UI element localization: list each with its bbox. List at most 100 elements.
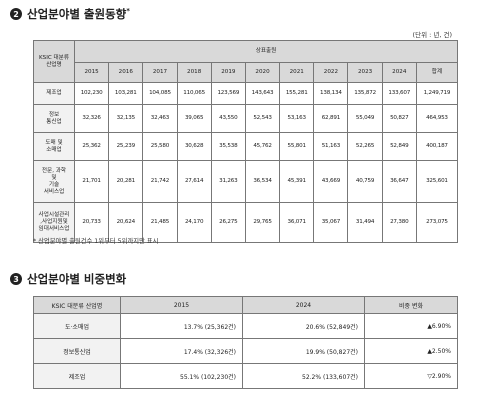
header-2015: 2015 <box>120 296 243 314</box>
table-cell: 103,281 <box>108 82 144 105</box>
section2-title: 2 산업분야별 출원동향* <box>10 6 130 22</box>
table-cell: 52,849 <box>381 132 417 161</box>
industry-name: 도·소매업 <box>33 313 121 339</box>
filing-trend-table: KSIC 대분류 산업명 상표출원 2015 2016 2017 2018 2019 20… <box>33 40 459 243</box>
table-cell: 29,765 <box>244 202 281 243</box>
header-industry: KSIC 대분류 산업명 <box>33 296 121 314</box>
table-cell: 273,075 <box>415 202 459 243</box>
table-cell: 50,827 <box>381 104 417 133</box>
table-row: 정보통신업 17.4% (32,326건) 19.9% (50,827건) ▲2.50… <box>33 338 458 364</box>
header-industry: KSIC 대분류 산업명 <box>33 40 75 83</box>
table-row: 제조업 55.1% (102,230건) 52.2% (133,607건) ▽2.90… <box>33 363 458 389</box>
table-cell: 104,085 <box>142 82 178 105</box>
table-cell: 32,326 <box>73 104 110 133</box>
industry-name: 정보 통신업 <box>33 104 75 133</box>
year-header: 2016 <box>108 62 144 83</box>
table-cell: 55,801 <box>279 132 315 161</box>
table-cell: 133,607 <box>381 82 417 105</box>
section3-title: 3 산업분야별 비중변화 <box>10 271 126 287</box>
table-cell: 52,265 <box>347 132 383 161</box>
table-cell: 155,281 <box>279 82 315 105</box>
table-cell: 20,281 <box>108 160 144 203</box>
share-change: ▲2.50% <box>364 338 458 364</box>
table-cell: 36,647 <box>381 160 417 203</box>
table-cell: 35,067 <box>313 202 349 243</box>
header-change: 비중 변화 <box>364 296 458 314</box>
industry-name: 제조업 <box>33 363 121 389</box>
table-cell: 325,601 <box>415 160 459 203</box>
table-cell: 51,163 <box>313 132 349 161</box>
year-header: 2019 <box>210 62 246 83</box>
table-row: 제조업 102,230 103,281 104,085 110,065 123,569 14… <box>33 82 459 105</box>
table-cell: 53,163 <box>279 104 315 133</box>
table-cell: 24,170 <box>176 202 212 243</box>
table-row: 도·소매업 13.7% (25,362건) 20.6% (52,849건) ▲6.90… <box>33 313 458 339</box>
table-cell: 31,263 <box>210 160 246 203</box>
share-2024: 52.2% (133,607건) <box>242 363 365 389</box>
table-cell: 40,759 <box>347 160 383 203</box>
year-header: 2022 <box>313 62 349 83</box>
table-cell: 55,049 <box>347 104 383 133</box>
table-cell: 1,249,719 <box>415 82 459 105</box>
table-cell: 25,362 <box>73 132 110 161</box>
table-cell: 27,380 <box>381 202 417 243</box>
table-row: 도매 및 소매업 25,362 25,239 25,580 30,628 35,538 45… <box>33 132 459 161</box>
table-cell: 25,580 <box>142 132 178 161</box>
table-cell: 464,953 <box>415 104 459 133</box>
table-cell: 45,762 <box>244 132 281 161</box>
table-cell: 400,187 <box>415 132 459 161</box>
year-header: 2023 <box>347 62 383 83</box>
year-header: 2020 <box>244 62 281 83</box>
table-row: 정보 통신업 32,326 32,135 32,463 39,065 43,550 52,5… <box>33 104 459 133</box>
table-cell: 135,872 <box>347 82 383 105</box>
year-header: 2024 <box>381 62 417 83</box>
header-trademark-filings: 상표출원 <box>73 40 459 63</box>
industry-name: 도매 및 소매업 <box>33 132 75 161</box>
table-row: 사업시설관리 ,사업지원및 임대서비스업 20,733 20,624 21,485 24… <box>33 202 459 243</box>
industry-name: 제조업 <box>33 82 75 105</box>
year-header: 2018 <box>176 62 212 83</box>
section3-title-text: 산업분야별 비중변화 <box>27 272 127 286</box>
table-cell: 31,494 <box>347 202 383 243</box>
table-cell: 43,550 <box>210 104 246 133</box>
table-cell: 52,543 <box>244 104 281 133</box>
share-change-table: KSIC 대분류 산업명 2015 2024 비중 변화 도·소매업 13.7% … <box>33 296 458 389</box>
table-cell: 110,065 <box>176 82 212 105</box>
table-row: 전문, 과학 및 기술 서비스업 21,701 20,281 21,742 27,614… <box>33 160 459 203</box>
table-cell: 43,669 <box>313 160 349 203</box>
table-cell: 26,275 <box>210 202 246 243</box>
year-header: 2021 <box>279 62 315 83</box>
table-cell: 36,071 <box>279 202 315 243</box>
table-cell: 25,239 <box>108 132 144 161</box>
industry-name: 정보통신업 <box>33 338 121 364</box>
unit-label: (단위 : 년, 건) <box>412 31 452 39</box>
table-cell: 62,891 <box>313 104 349 133</box>
table-cell: 32,463 <box>142 104 178 133</box>
table-cell: 138,134 <box>313 82 349 105</box>
table-cell: 27,614 <box>176 160 212 203</box>
table-cell: 20,733 <box>73 202 110 243</box>
table-cell: 45,391 <box>279 160 315 203</box>
table-cell: 21,701 <box>73 160 110 203</box>
table-cell: 102,230 <box>73 82 110 105</box>
share-change: ▽2.90% <box>364 363 458 389</box>
table-cell: 143,643 <box>244 82 281 105</box>
table-note: * 산업분야별 출원건수 1위부터 5위까지만 표시 <box>33 238 159 245</box>
table-cell: 35,538 <box>210 132 246 161</box>
section2-badge: 2 <box>10 8 22 20</box>
share-2015: 55.1% (102,230건) <box>120 363 243 389</box>
table-cell: 32,135 <box>108 104 144 133</box>
share-2024: 20.6% (52,849건) <box>242 313 365 339</box>
table-cell: 123,569 <box>210 82 246 105</box>
header-2024: 2024 <box>242 296 365 314</box>
table-cell: 21,742 <box>142 160 178 203</box>
share-2024: 19.9% (50,827건) <box>242 338 365 364</box>
industry-name: 사업시설관리 ,사업지원및 임대서비스업 <box>33 202 75 243</box>
share-2015: 17.4% (32,326건) <box>120 338 243 364</box>
share-2015: 13.7% (25,362건) <box>120 313 243 339</box>
year-header: 2017 <box>142 62 178 83</box>
year-header: 합계 <box>415 62 459 83</box>
section3-badge: 3 <box>10 273 22 285</box>
table-cell: 36,534 <box>244 160 281 203</box>
table-cell: 30,628 <box>176 132 212 161</box>
